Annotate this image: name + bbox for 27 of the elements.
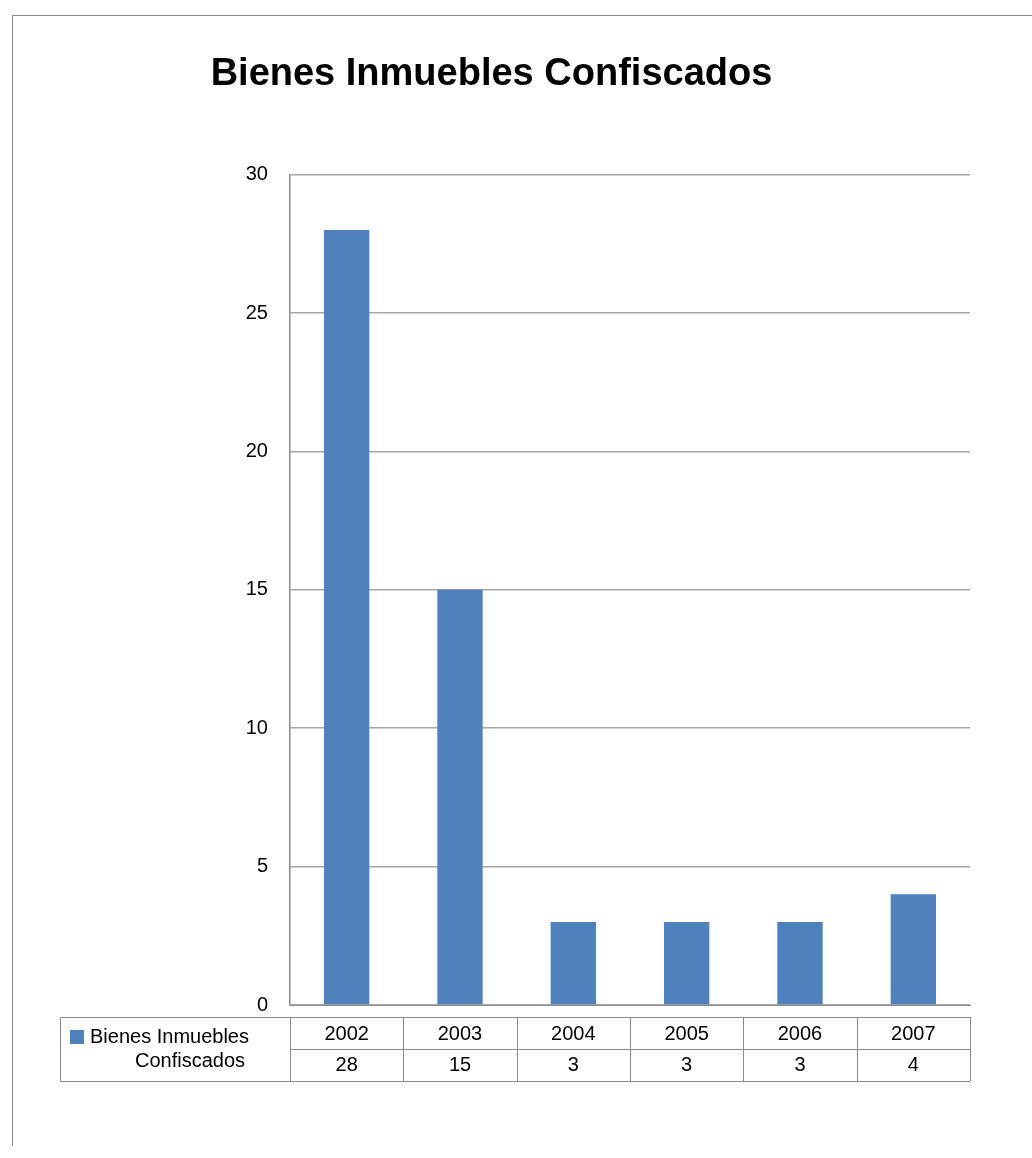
bar (890, 894, 936, 1005)
y-tick-label: 0 (256, 992, 268, 1015)
x-tick-label: 2003 (437, 1021, 483, 1044)
x-tick-label: 2002 (324, 1021, 369, 1044)
y-tick-label: 20 (245, 438, 268, 461)
data-label: 3 (681, 1052, 693, 1075)
y-tick-label: 25 (245, 300, 268, 323)
bar (664, 921, 710, 1005)
y-tick-label: 10 (245, 715, 268, 738)
y-tick-label: 15 (245, 577, 268, 600)
chart-title: Bienes Inmuebles Confiscados (210, 51, 773, 94)
x-tick-label: 2006 (777, 1021, 823, 1044)
data-label: 4 (907, 1052, 919, 1075)
data-label: 15 (448, 1052, 472, 1075)
x-tick-label: 2004 (551, 1021, 596, 1044)
data-label: 3 (794, 1052, 806, 1075)
bar (550, 921, 596, 1005)
bar (324, 229, 370, 1005)
x-tick-label: 2007 (891, 1021, 936, 1044)
bar (437, 589, 483, 1005)
y-tick-label: 5 (256, 854, 268, 877)
bar (777, 921, 823, 1005)
x-tick-label: 2005 (664, 1021, 709, 1044)
data-label: 3 (567, 1052, 579, 1075)
legend-label: Bienes Inmuebles Confiscados (90, 1024, 249, 1071)
data-label: 28 (335, 1052, 358, 1075)
y-tick-label: 30 (245, 162, 268, 185)
